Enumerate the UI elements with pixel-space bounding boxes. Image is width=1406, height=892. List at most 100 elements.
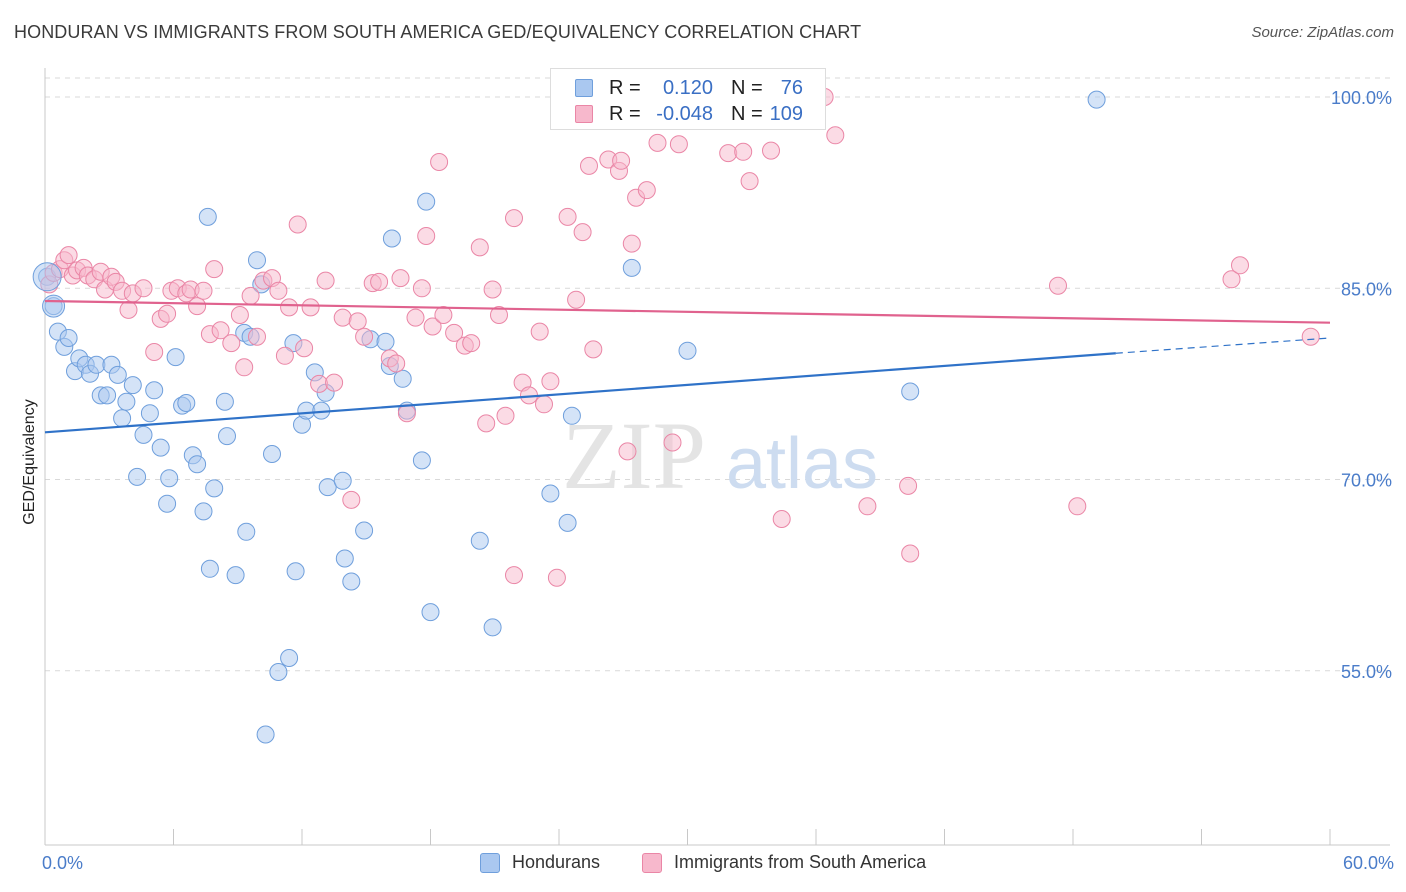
immigrant-point: [762, 141, 780, 160]
immigrant-point: [241, 286, 260, 305]
immigrant-point: [1301, 327, 1320, 346]
n-label: N =: [731, 77, 763, 99]
stats-row-hondurans: R = 0.120 N = 76: [551, 75, 825, 101]
honduran-trend-extension: [1115, 337, 1331, 354]
honduran-point: [263, 445, 281, 463]
honduran-point: [286, 562, 305, 581]
honduran-point: [269, 663, 288, 681]
honduran-point: [417, 192, 436, 211]
honduran-point: [194, 502, 213, 521]
honduran-point: [558, 513, 577, 532]
immigrant-point: [430, 153, 449, 171]
immigrant-point: [901, 544, 920, 563]
immigrant-point: [772, 510, 791, 528]
immigrant-point: [288, 215, 307, 234]
honduran-cluster-point: [32, 262, 62, 292]
honduran-point: [188, 455, 207, 474]
immigrant-point: [637, 181, 656, 200]
immigrant-point: [584, 340, 603, 359]
honduran-point: [393, 369, 412, 388]
honduran-point: [256, 725, 275, 744]
honduran-point: [226, 566, 245, 585]
immigrant-point: [310, 374, 329, 393]
immigrant-point: [275, 346, 294, 365]
immigrant-point: [505, 566, 523, 585]
immigrant-point: [734, 142, 753, 161]
immigrant-point: [194, 281, 213, 300]
watermark: ZIP atlas: [562, 402, 878, 509]
honduran-point: [140, 404, 159, 423]
trend-layer: [44, 299, 1331, 434]
immigrant-point: [1068, 497, 1087, 516]
immigrant-point: [348, 312, 367, 331]
honduran-point: [177, 394, 196, 412]
honduran-point: [297, 401, 316, 420]
immigrant-trend-line: [44, 299, 1331, 324]
immigrant-point: [188, 297, 207, 316]
honduran-point: [248, 251, 266, 270]
immigrant-point: [235, 358, 254, 377]
immigrant-point: [535, 395, 553, 414]
immigrant-point: [858, 497, 877, 516]
watermark-atlas: atlas: [726, 424, 878, 504]
immigrant-point: [222, 334, 241, 353]
honduran-point: [218, 427, 236, 446]
immigrant-point: [1231, 256, 1249, 275]
immigrant-point: [530, 322, 549, 341]
y-tick-label: 70.0%: [1341, 471, 1392, 491]
hondurans-swatch: [575, 79, 593, 97]
immigrant-point: [316, 271, 335, 290]
immigrants-swatch: [575, 105, 593, 123]
hondurans-legend-swatch: [480, 853, 500, 873]
immigrant-point: [423, 317, 442, 336]
immigrant-point: [295, 339, 314, 358]
immigrant-point: [406, 308, 425, 327]
honduran-point: [541, 484, 560, 503]
immigrant-point: [412, 279, 431, 298]
immigrant-point: [1049, 276, 1067, 295]
immigrant-point: [434, 306, 453, 324]
honduran-point: [117, 392, 136, 411]
x-tick-label-min: 0.0%: [42, 853, 83, 873]
immigrant-point: [547, 568, 566, 587]
honduran-point: [59, 329, 78, 347]
immigrant-point: [477, 414, 496, 433]
honduran-point: [1087, 90, 1106, 109]
honduran-point: [280, 649, 299, 667]
n-value: 76: [780, 77, 803, 99]
immigrant-point: [663, 433, 682, 452]
immigrant-point: [269, 281, 288, 300]
immigrant-point: [280, 298, 299, 317]
immigrant-point: [669, 135, 688, 154]
honduran-point: [376, 332, 395, 351]
immigrant-point: [541, 372, 560, 391]
immigrant-point: [387, 354, 406, 373]
immigrant-point: [618, 442, 637, 461]
honduran-point: [355, 521, 374, 540]
source-credit: Source: ZipAtlas.com: [1251, 24, 1394, 41]
immigrant-point: [211, 321, 230, 340]
immigrant-point: [558, 207, 577, 226]
legend-label: Hondurans: [512, 852, 601, 872]
honduran-point: [198, 207, 217, 226]
immigrant-point: [325, 373, 344, 392]
immigrant-point: [496, 406, 515, 425]
y-tick-label: 100.0%: [1331, 88, 1392, 108]
r-value: -0.048: [656, 103, 713, 125]
honduran-point: [342, 572, 361, 591]
immigrant-point: [370, 272, 389, 291]
n-value: 109: [769, 103, 803, 125]
immigrant-point: [59, 246, 78, 265]
immigrant-point: [462, 334, 481, 353]
immigrant-point: [648, 133, 667, 152]
immigrant-point: [342, 490, 361, 509]
honduran-point: [151, 438, 170, 457]
immigrant-point: [445, 323, 464, 342]
honduran-point: [145, 381, 164, 400]
honduran-point: [87, 355, 106, 374]
immigrant-point: [899, 476, 918, 495]
immigrant-point: [1222, 270, 1241, 289]
honduran-point: [113, 409, 132, 428]
honduran-point: [335, 549, 354, 568]
honduran-point: [160, 469, 179, 488]
